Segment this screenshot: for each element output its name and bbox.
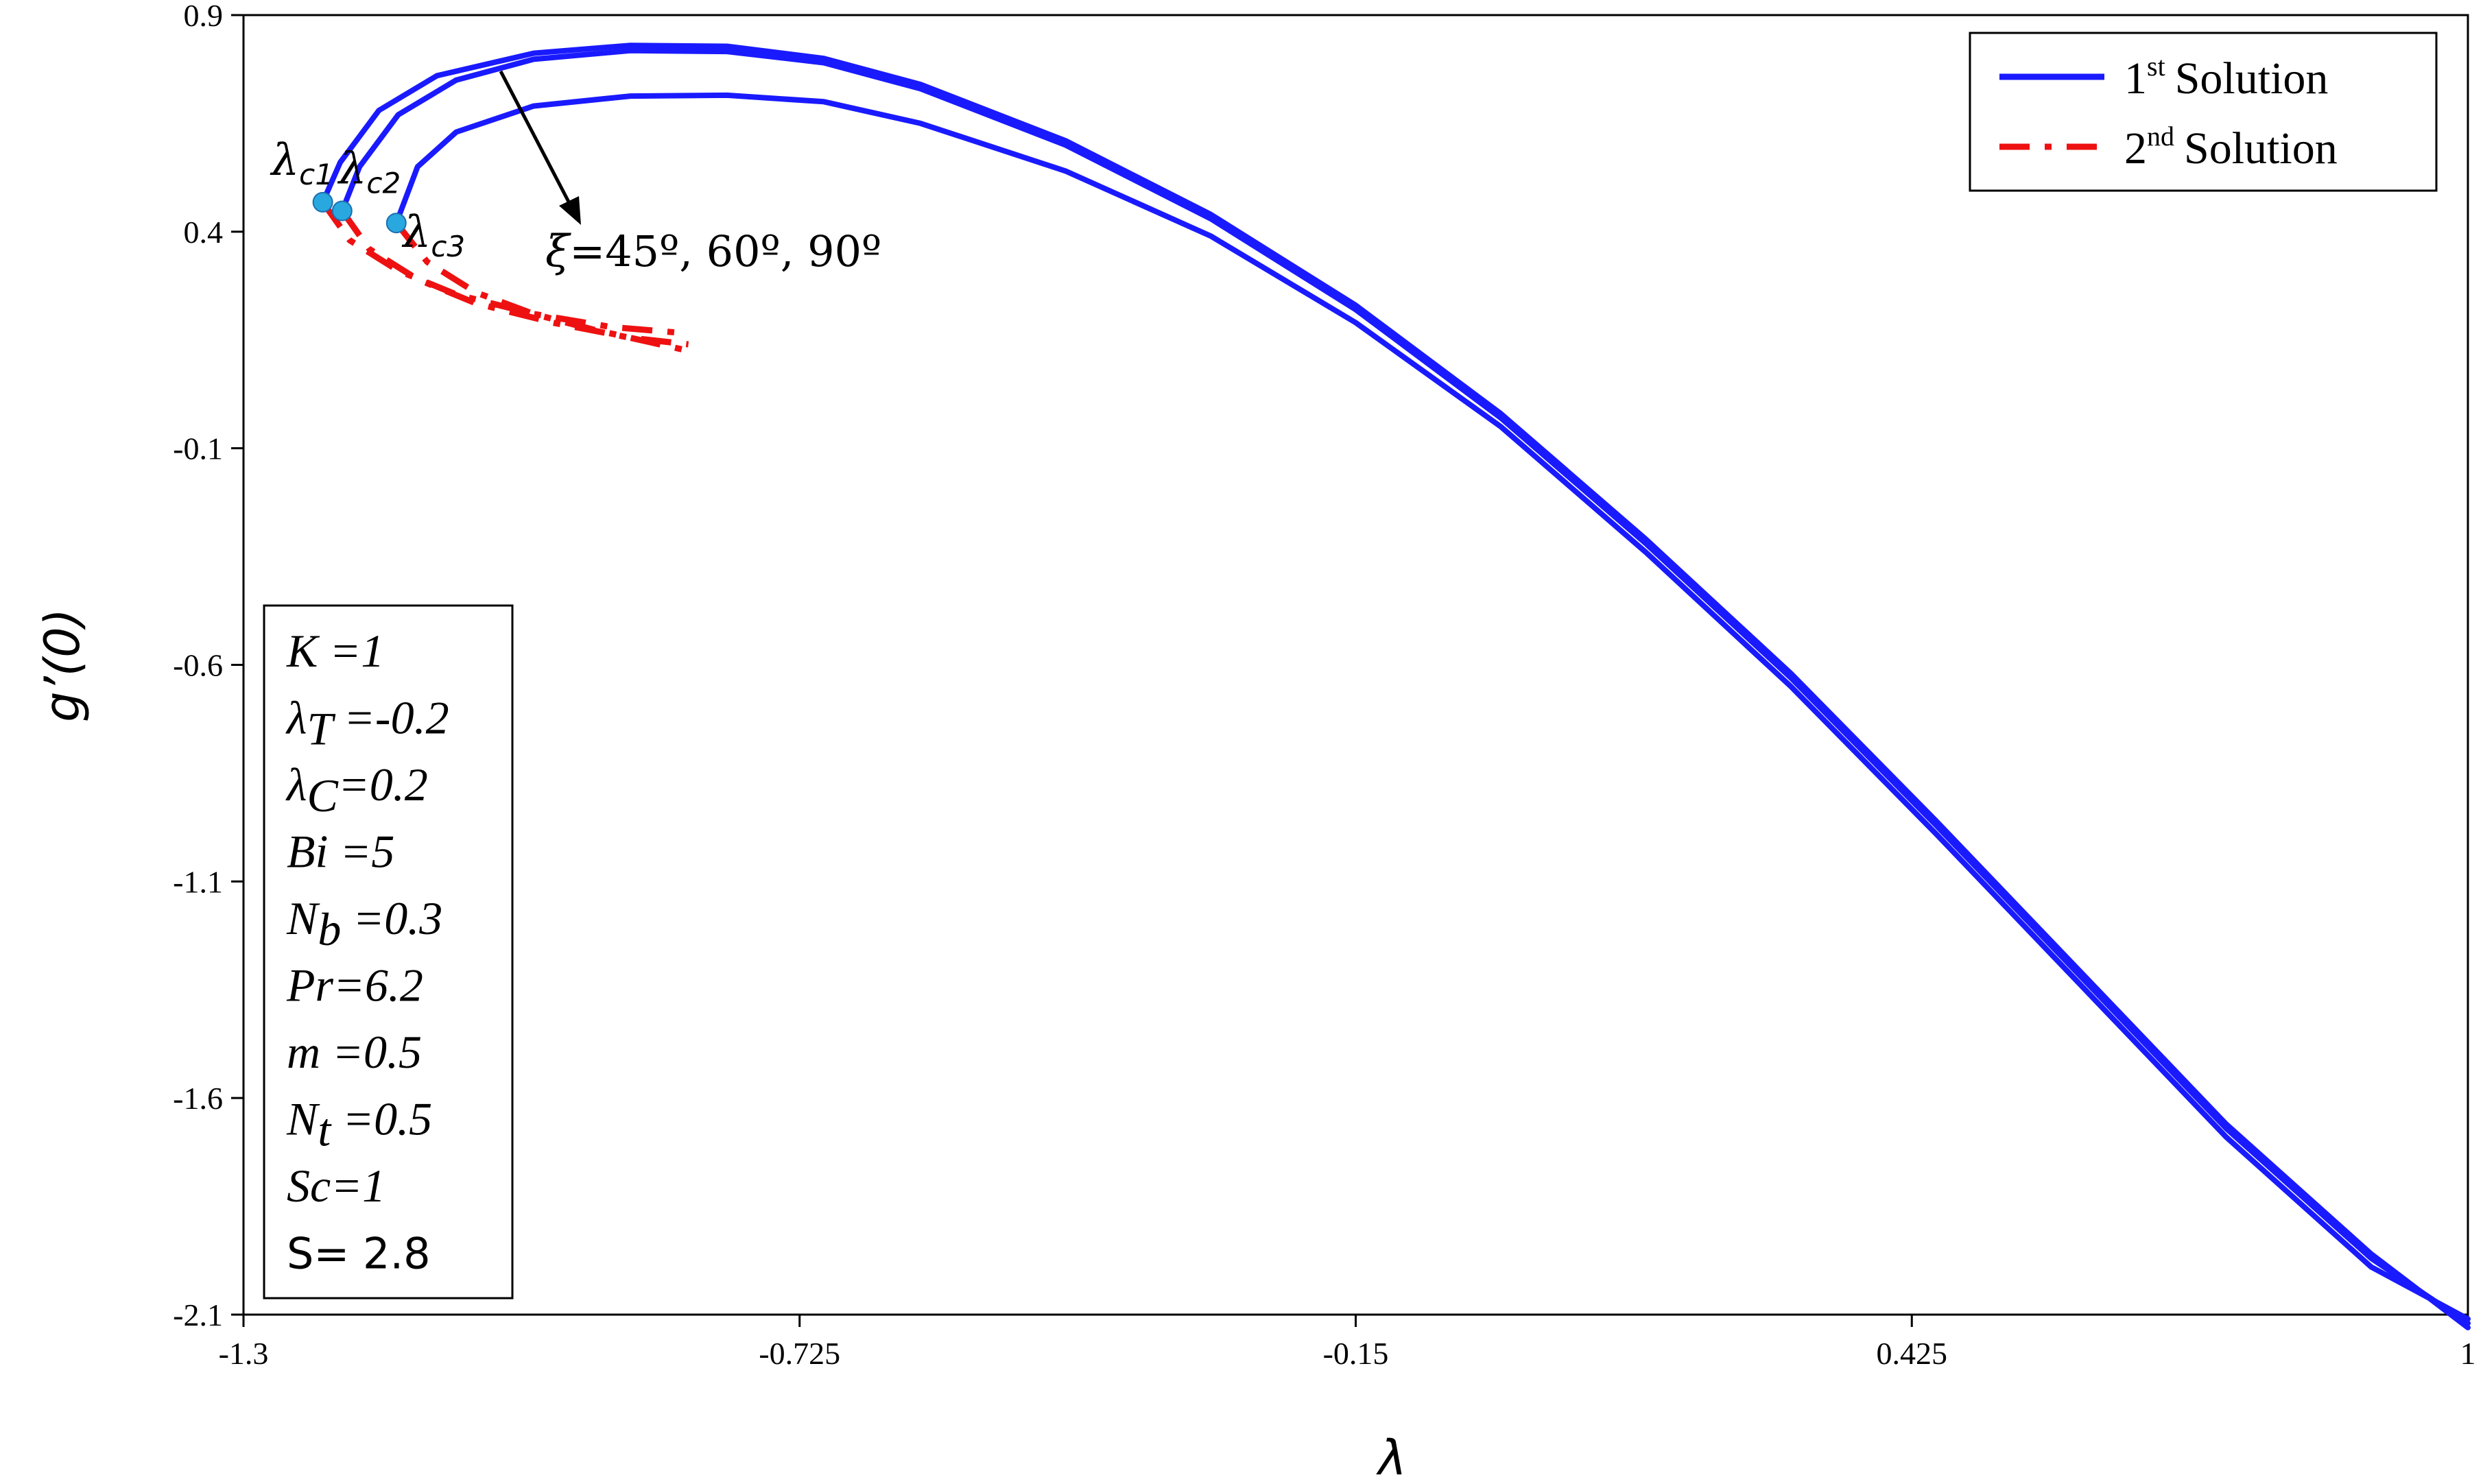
parameter-row: λC=0.2 (285, 758, 428, 822)
xi-annotation-values: =45º, 60º, 90º (569, 226, 881, 276)
critical-point-1 (312, 191, 333, 213)
parameter-row: K =1 (286, 625, 384, 677)
critical-point-label: λc2 (337, 144, 401, 200)
parameter-row: λT =-0.2 (285, 692, 449, 755)
parameter-symbol: N (286, 1093, 320, 1145)
parameter-row: Bi =5 (287, 826, 394, 878)
x-tick-label: -1.3 (219, 1336, 269, 1371)
y-tick-label: -1.1 (173, 864, 223, 899)
first-solution-line-2 (339, 47, 2471, 1326)
parameter-row: Sc=1 (287, 1160, 385, 1212)
parameter-subscript: T (307, 703, 335, 755)
parameter-symbol: Sc (287, 1160, 331, 1212)
critical-point-symbol: λ (337, 144, 367, 195)
xi-arrow-annotation: ξ=45º, 60º, 90º (499, 70, 881, 277)
xi-annotation-symbol: ξ (545, 226, 571, 277)
parameter-subscript: b (318, 903, 341, 955)
x-axis-title: λ (1375, 1430, 1406, 1484)
y-tick-label: -0.1 (173, 431, 223, 466)
y-tick-label: -0.6 (173, 648, 223, 683)
parameter-row: S= 2.8 (287, 1229, 431, 1279)
x-tick-label: 1 (2460, 1336, 2476, 1371)
critical-point-subscript: c3 (431, 230, 465, 263)
xi-arrow-shaft (499, 70, 573, 207)
parameter-symbol: λ (285, 758, 307, 811)
legend-label-second: 2nd Solution (2124, 121, 2338, 173)
legend: 1st Solution 2nd Solution (1969, 32, 2438, 192)
parameter-list: K =1λT =-0.2λC=0.2Bi =5Nb =0.3Pr=6.2m =0… (285, 625, 449, 1279)
x-tick-label: -0.725 (759, 1336, 840, 1371)
critical-point-symbol: λ (270, 135, 300, 186)
parameter-subscript: C (307, 769, 338, 822)
x-tick-label: -0.15 (1323, 1336, 1389, 1371)
legend-second-prefix: 2 (2124, 123, 2147, 173)
parameter-value: = 2.8 (313, 1229, 430, 1279)
parameter-row: Nt =0.5 (286, 1093, 432, 1156)
first-solution-line-3 (393, 92, 2471, 1322)
parameter-row: m =0.5 (287, 1026, 422, 1078)
legend-first-text: Solution (2175, 53, 2329, 104)
critical-point-label: λc1 (270, 135, 333, 191)
parameter-subscript: t (318, 1104, 332, 1156)
y-axis-title: g’(0) (34, 608, 91, 722)
parameter-value: =6.2 (333, 959, 423, 1012)
second-solution-line-1 (320, 200, 689, 337)
legend-second-sup: nd (2147, 121, 2174, 152)
y-tick-label: 0.4 (184, 215, 224, 250)
parameter-symbol: Bi (287, 826, 328, 878)
y-tick-label: 0.9 (184, 0, 224, 33)
parameter-symbol: Pr (286, 959, 334, 1012)
legend-box (1969, 32, 2438, 192)
critical-point-label: λc3 (401, 207, 465, 263)
y-tick-label: -2.1 (173, 1297, 223, 1332)
critical-point-3 (385, 213, 407, 234)
x-tick-label: 0.425 (1877, 1336, 1948, 1371)
parameter-row: Nb =0.3 (286, 892, 442, 955)
second-solution-line-2 (340, 208, 689, 348)
parameter-value: =1 (318, 625, 384, 677)
y-tick-label: -1.6 (173, 1081, 223, 1116)
parameter-symbol: m (287, 1026, 320, 1078)
xi-annotation-label: ξ=45º, 60º, 90º (545, 226, 881, 277)
legend-second-text: Solution (2184, 123, 2338, 173)
parameter-symbol: N (286, 892, 320, 944)
parameter-value: =-0.2 (332, 692, 449, 744)
second-solution-line-3 (394, 221, 689, 354)
critical-point-subscript: c1 (299, 158, 333, 191)
series-group (320, 43, 2471, 1330)
parameter-box: K =1λT =-0.2λC=0.2Bi =5Nb =0.3Pr=6.2m =0… (263, 604, 514, 1300)
critical-point-subscript: c2 (366, 167, 401, 200)
parameter-symbol: λ (285, 692, 307, 744)
parameter-symbol: K (286, 625, 320, 677)
parameter-value: =0.5 (320, 1026, 422, 1078)
parameter-symbol: S (287, 1229, 313, 1279)
xi-arrow-head (559, 196, 581, 225)
parameter-value: =1 (331, 1160, 385, 1212)
critical-point-2 (331, 200, 353, 222)
parameter-value: =5 (328, 826, 394, 878)
parameter-value: =0.3 (341, 892, 442, 944)
parameter-value: =0.2 (338, 758, 428, 811)
y-axis-ticks: 0.9 0.4 -0.1 -0.6 -1.1 -1.6 -2.1 (173, 0, 243, 1332)
parameter-box-frame (263, 604, 514, 1300)
legend-label-first: 1st Solution (2124, 51, 2328, 104)
parameter-value: =0.5 (331, 1093, 432, 1145)
first-solution-line-1 (320, 43, 2471, 1330)
critical-point-symbol: λ (401, 207, 431, 258)
parameter-row: Pr=6.2 (286, 959, 423, 1012)
legend-first-prefix: 1 (2124, 53, 2147, 104)
legend-first-sup: st (2147, 51, 2165, 82)
x-axis-ticks: -1.3 -0.725 -0.15 0.425 1 (219, 1315, 2476, 1371)
